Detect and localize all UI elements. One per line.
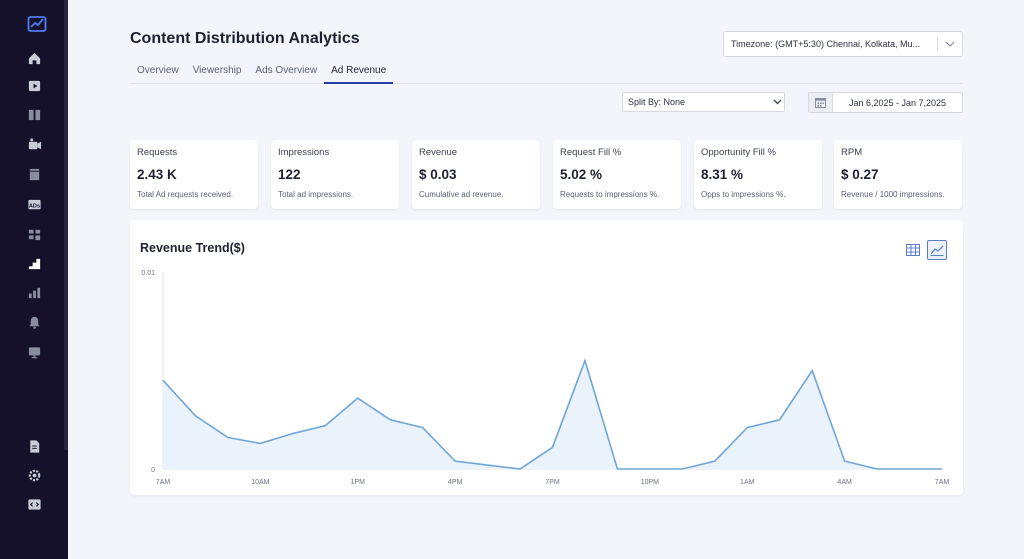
kpi-value: 2.43 K — [137, 167, 177, 182]
kpi-card-impressions: Impressions 122 Total ad impressions. — [271, 140, 399, 209]
tab-ads-overview[interactable]: Ads Overview — [255, 65, 318, 76]
page-title: Content Distribution Analytics — [130, 30, 360, 47]
kpi-card-request-fill: Request Fill % 5.02 % Requests to impres… — [553, 140, 681, 209]
kpi-description: Total Ad requests received. — [137, 190, 234, 199]
split-by-value: Split By: None — [628, 97, 686, 107]
x-tick-label: 4PM — [448, 479, 463, 486]
tab-overview[interactable]: Overview — [137, 65, 179, 76]
kpi-label: Request Fill % — [560, 147, 622, 158]
monitor-icon[interactable] — [26, 344, 42, 360]
tab-bar: Overview Viewership Ads Overview Ad Reve… — [130, 60, 963, 84]
revenue-trend-card: Revenue Trend($) 0.01 0 7AM 10AM 1PM 4PM 7PM 10… — [130, 220, 963, 495]
svg-text:ADs: ADs — [28, 203, 39, 209]
y-tick-label: 0.01 — [141, 270, 155, 277]
x-tick-label: 10AM — [251, 479, 269, 486]
video-library-icon[interactable] — [26, 77, 42, 93]
chart-title: Revenue Trend($) — [140, 241, 245, 255]
line-chart-view-icon[interactable] — [927, 240, 947, 260]
kpi-label: Revenue — [419, 147, 458, 158]
ads-icon[interactable]: ADs — [26, 196, 42, 212]
chevron-down-icon — [770, 99, 784, 105]
kpi-label: RPM — [841, 147, 863, 158]
kpi-value: 5.02 % — [560, 167, 603, 182]
tab-ad-revenue[interactable]: Ad Revenue — [324, 60, 394, 84]
y-tick-label: 0 — [151, 467, 155, 474]
kpi-value: $ 0.27 — [841, 167, 879, 182]
x-tick-label: 1PM — [351, 479, 366, 486]
chevron-down-icon[interactable] — [938, 41, 962, 47]
settings-icon[interactable] — [26, 467, 42, 483]
x-tick-label: 7PM — [545, 479, 560, 486]
document-icon[interactable] — [26, 438, 42, 454]
camera-icon[interactable] — [26, 136, 42, 152]
kpi-description: Requests to impressions %. — [560, 190, 660, 199]
series-area — [163, 360, 942, 469]
kpi-card-rpm: RPM $ 0.27 Revenue / 1000 impressions. — [834, 140, 962, 209]
timezone-select[interactable]: Timezone: (GMT+5:30) Chennai, Kolkata, M… — [723, 31, 963, 57]
kpi-description: Opps to impressions %. — [701, 190, 786, 199]
kpi-value: 8.31 % — [701, 167, 744, 182]
bell-icon[interactable] — [26, 314, 42, 330]
sidebar: ADs — [0, 0, 68, 559]
kpi-description: Revenue / 1000 impressions. — [841, 190, 945, 199]
timezone-divider — [937, 37, 938, 51]
app-logo-icon[interactable] — [27, 14, 47, 34]
grid-icon[interactable] — [26, 226, 42, 242]
date-range-value: Jan 6,2025 - Jan 7,2025 — [848, 97, 947, 108]
kpi-label: Requests — [137, 147, 178, 158]
bar-chart-icon[interactable] — [26, 284, 42, 300]
timezone-value: Timezone: (GMT+5:30) Chennai, Kolkata, M… — [731, 39, 920, 49]
books-icon[interactable] — [26, 106, 42, 122]
kpi-label: Opportunity Fill % — [701, 147, 776, 158]
home-icon[interactable] — [26, 50, 42, 66]
split-by-select[interactable]: Split By: None — [622, 92, 785, 112]
clapper-icon[interactable] — [26, 166, 42, 182]
x-tick-label: 10PM — [641, 479, 659, 486]
code-icon[interactable] — [26, 496, 42, 512]
series-line — [162, 358, 942, 470]
kpi-card-requests: Requests 2.43 K Total Ad requests receiv… — [130, 140, 258, 209]
date-range-picker[interactable]: Jan 6,2025 - Jan 7,2025 — [808, 92, 963, 113]
x-tick-label: 4AM — [837, 479, 852, 486]
x-tick-label: 7AM — [935, 479, 950, 486]
x-tick-label: 1AM — [740, 479, 755, 486]
kpi-description: Total ad impressions. — [278, 190, 354, 199]
table-view-icon[interactable] — [903, 240, 923, 260]
calendar-icon[interactable] — [809, 93, 833, 112]
analytics-icon[interactable] — [26, 255, 42, 271]
sidebar-scrollbar[interactable] — [64, 0, 68, 450]
kpi-description: Cumulative ad revenue. — [419, 190, 504, 199]
kpi-value: 122 — [278, 167, 301, 182]
kpi-value: $ 0.03 — [419, 167, 457, 182]
kpi-card-opportunity-fill: Opportunity Fill % 8.31 % Opps to impres… — [694, 140, 822, 209]
kpi-label: Impressions — [278, 147, 330, 158]
kpi-card-revenue: Revenue $ 0.03 Cumulative ad revenue. — [412, 140, 540, 209]
x-tick-label: 7AM — [156, 479, 171, 486]
tab-viewership[interactable]: Viewership — [192, 65, 242, 76]
